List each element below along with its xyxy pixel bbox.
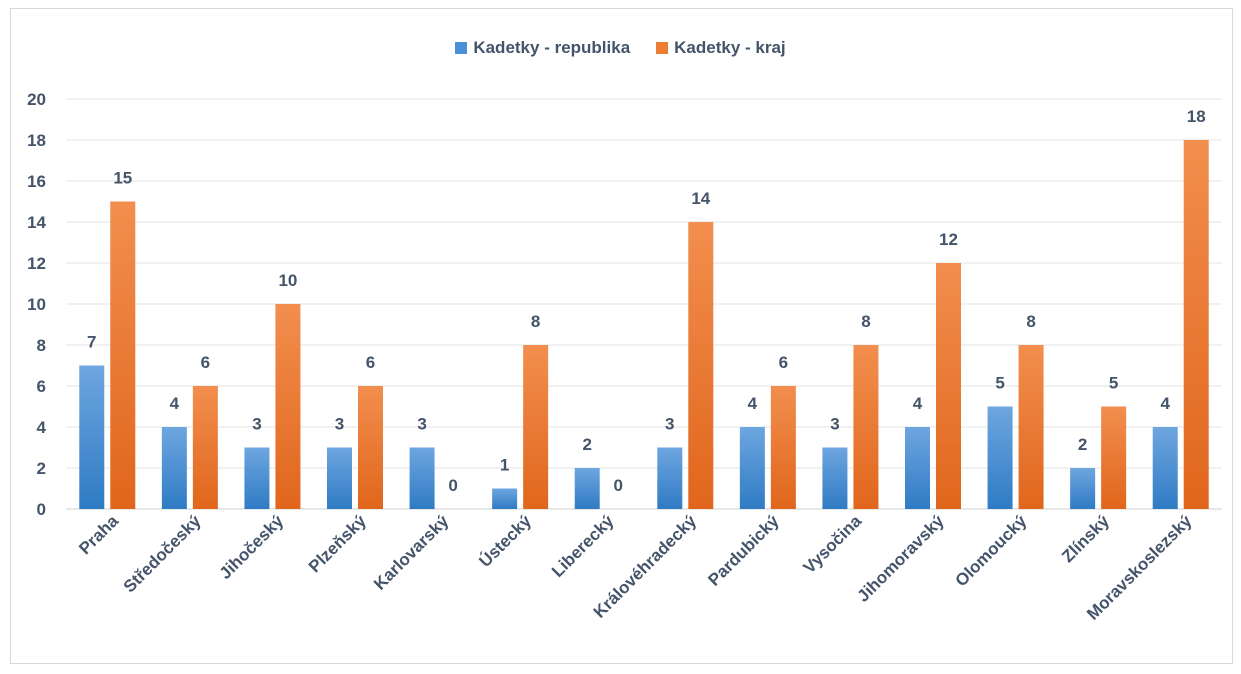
legend-label-kraj: Kadetky - kraj bbox=[674, 38, 786, 57]
data-label: 5 bbox=[995, 374, 1004, 393]
y-axis: 0 2 4 6 8 10 12 14 16 18 20 bbox=[27, 90, 46, 519]
legend-item-republika: Kadetky - republika bbox=[455, 38, 630, 58]
bar-kraj bbox=[523, 345, 549, 509]
data-label: 14 bbox=[691, 189, 710, 208]
data-label: 6 bbox=[201, 353, 210, 372]
data-label: 3 bbox=[335, 415, 344, 434]
data-label: 4 bbox=[748, 394, 758, 413]
x-tick-label: Zlínský bbox=[1058, 511, 1113, 566]
x-tick-label: Plzeňský bbox=[305, 511, 370, 576]
x-tick-label: Jihomoravský bbox=[854, 511, 949, 606]
bar-kraj bbox=[1101, 406, 1127, 509]
bar-kraj bbox=[1018, 345, 1044, 509]
data-label: 8 bbox=[1026, 312, 1035, 331]
y-tick-label: 20 bbox=[27, 90, 46, 109]
data-label: 4 bbox=[1160, 394, 1170, 413]
data-label: 3 bbox=[830, 415, 839, 434]
x-tick-label: Středočeský bbox=[120, 511, 205, 596]
bar-kraj bbox=[936, 263, 961, 509]
data-label: 7 bbox=[87, 333, 96, 352]
y-tick-label: 2 bbox=[37, 459, 46, 478]
x-tick-label: Jihočeský bbox=[216, 511, 288, 583]
bar-republika bbox=[244, 447, 270, 509]
data-label: 3 bbox=[417, 415, 426, 434]
bar-republika bbox=[574, 468, 600, 509]
legend-swatch-republika bbox=[455, 42, 468, 54]
bar-republika bbox=[739, 427, 765, 509]
y-tick-label: 0 bbox=[37, 500, 46, 519]
bar-republika bbox=[161, 427, 187, 509]
data-label: 3 bbox=[252, 415, 261, 434]
y-tick-label: 8 bbox=[37, 336, 46, 355]
x-tick-label: Olomoucký bbox=[951, 511, 1030, 590]
x-tick-label: Karlovarský bbox=[370, 511, 453, 594]
x-tick-label: Pardubický bbox=[704, 511, 783, 590]
legend-label-republika: Kadetky - republika bbox=[473, 38, 631, 57]
y-tick-label: 14 bbox=[27, 213, 46, 232]
legend-swatch-kraj bbox=[656, 42, 669, 54]
legend-item-kraj: Kadetky - kraj bbox=[656, 38, 786, 58]
data-label: 15 bbox=[113, 169, 132, 188]
data-label: 5 bbox=[1109, 374, 1118, 393]
y-tick-label: 10 bbox=[27, 295, 46, 314]
data-label: 2 bbox=[582, 435, 591, 454]
x-tick-label: Praha bbox=[75, 511, 122, 558]
x-tick-label: Vysočina bbox=[799, 511, 865, 577]
bar-kraj bbox=[853, 345, 879, 509]
bar-republika bbox=[822, 447, 848, 509]
x-tick-label: Ústecký bbox=[475, 511, 535, 571]
y-tick-label: 12 bbox=[27, 254, 46, 273]
bar-republika bbox=[1070, 468, 1096, 509]
bar-kraj bbox=[688, 222, 714, 509]
data-label: 0 bbox=[448, 476, 457, 495]
y-tick-label: 18 bbox=[27, 131, 46, 150]
x-tick-label: Liberecký bbox=[548, 511, 618, 581]
bar-republika bbox=[657, 447, 683, 509]
bar-republika bbox=[987, 406, 1013, 509]
y-tick-label: 4 bbox=[37, 418, 47, 437]
data-label: 1 bbox=[500, 456, 509, 475]
bar-kraj bbox=[110, 201, 136, 509]
data-label: 8 bbox=[861, 312, 870, 331]
data-label: 12 bbox=[939, 230, 958, 249]
bar-kraj bbox=[275, 304, 301, 509]
bar-republika bbox=[905, 427, 930, 509]
bar-republika bbox=[79, 365, 105, 509]
data-label: 6 bbox=[779, 353, 788, 372]
data-label: 6 bbox=[366, 353, 375, 372]
y-tick-label: 16 bbox=[27, 172, 46, 191]
bar-republika bbox=[409, 447, 435, 509]
data-label: 0 bbox=[613, 476, 622, 495]
data-label: 18 bbox=[1187, 107, 1206, 126]
chart-frame bbox=[10, 8, 1233, 664]
gridlines bbox=[66, 98, 1222, 510]
bar-kraj bbox=[770, 386, 796, 509]
data-label: 4 bbox=[913, 394, 923, 413]
bar-republika bbox=[327, 447, 352, 509]
data-label: 3 bbox=[665, 415, 674, 434]
legend: Kadetky - republika Kadetky - kraj bbox=[0, 38, 1241, 58]
y-tick-label: 6 bbox=[37, 377, 46, 396]
bar-republika bbox=[492, 488, 518, 509]
bar-republika bbox=[1152, 427, 1178, 509]
data-label: 4 bbox=[170, 394, 180, 413]
bar-kraj bbox=[192, 386, 218, 509]
data-label: 10 bbox=[278, 271, 297, 290]
bar-kraj bbox=[1183, 140, 1209, 509]
bar-kraj bbox=[358, 386, 383, 509]
data-label: 8 bbox=[531, 312, 540, 331]
data-label: 2 bbox=[1078, 435, 1087, 454]
